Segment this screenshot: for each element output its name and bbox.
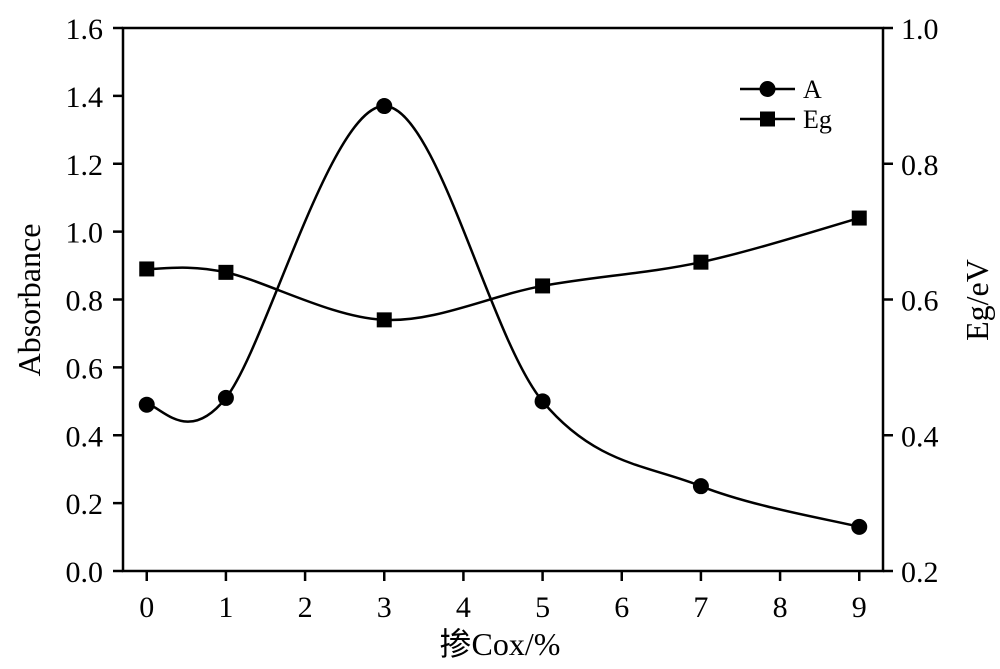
data-point-a <box>692 478 709 495</box>
data-point-eg <box>535 278 551 294</box>
y-tick-label: 0.2 <box>66 488 104 521</box>
y2-tick-label: 0.4 <box>901 420 939 453</box>
legend-marker-a <box>759 81 776 97</box>
y-tick-label: 0.8 <box>66 285 104 318</box>
series-line-a <box>146 104 860 529</box>
y2-tick-label: 0.8 <box>901 149 939 182</box>
y-tick-label: 1.0 <box>66 217 104 250</box>
y-tick-label: 1.4 <box>66 81 104 114</box>
data-point-eg <box>376 312 392 328</box>
y2-tick-label: 0.6 <box>901 285 939 318</box>
x-tick-label: 4 <box>456 591 471 624</box>
legend: AEg <box>740 75 832 134</box>
x-axis-label: 掺Cox/% <box>440 626 561 662</box>
legend-marker-eg <box>760 111 775 127</box>
plot-border <box>121 26 885 573</box>
y2-tick-label: 1.0 <box>901 13 939 46</box>
x-tick-label: 3 <box>377 591 392 624</box>
y-tick-label: 0.0 <box>66 556 104 589</box>
x-tick-label: 2 <box>298 591 313 624</box>
data-point-a <box>138 396 155 413</box>
data-point-eg <box>218 264 234 280</box>
legend-label-a: A <box>803 75 822 104</box>
data-point-a <box>376 98 393 115</box>
y2-tick-label: 0.2 <box>901 556 939 589</box>
x-tick-label: 5 <box>535 591 550 624</box>
y-tick-label: 1.2 <box>66 149 104 182</box>
data-point-a <box>217 389 234 406</box>
series-line-eg <box>146 216 860 322</box>
data-point-a <box>851 518 868 535</box>
plot-frame <box>121 26 885 573</box>
x-tick-label: 7 <box>693 591 708 624</box>
y2-axis-label: Eg/eV <box>959 259 995 341</box>
data-point-eg <box>693 254 709 270</box>
x-tick-label: 9 <box>852 591 867 624</box>
y-tick-label: 1.6 <box>66 13 104 46</box>
x-tick-label: 6 <box>614 591 629 624</box>
y-tick-label: 0.4 <box>66 420 104 453</box>
x-tick-label: 0 <box>139 591 154 624</box>
x-tick-label: 1 <box>218 591 233 624</box>
axis-ticks: 0 1 2 3 4 5 6 7 8 9 0.0 0.2 0.4 0.6 0.8 1.0 1.2 1.4 1.6 0.2… <box>66 13 939 624</box>
x-tick-label: 8 <box>773 591 788 624</box>
series-group <box>138 98 868 535</box>
data-point-eg <box>851 210 867 226</box>
y-axis-label: Absorbance <box>11 224 47 377</box>
data-point-eg <box>139 261 155 277</box>
legend-label-eg: Eg <box>803 105 832 134</box>
y-tick-label: 0.6 <box>66 352 104 385</box>
data-point-a <box>534 393 551 410</box>
